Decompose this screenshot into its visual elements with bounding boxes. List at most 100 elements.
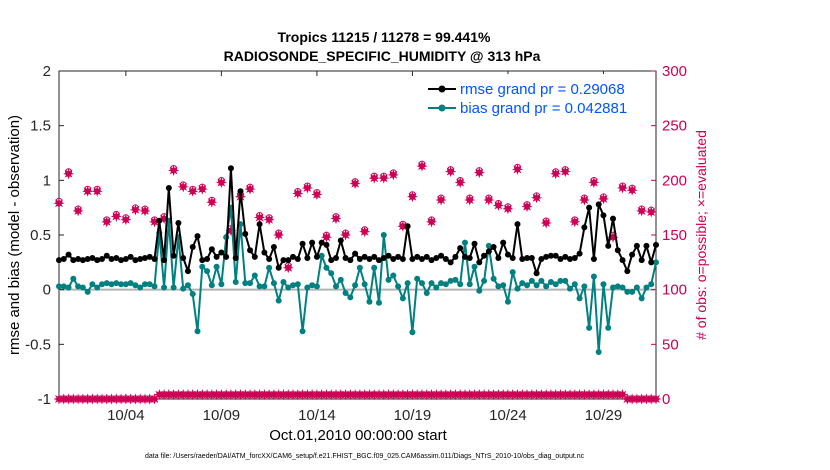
y2-tick-label: 100 — [662, 282, 687, 299]
bias-data-point — [390, 272, 397, 279]
bias-data-point — [633, 284, 640, 291]
rmse-data-point — [605, 242, 612, 249]
rmse-data-point — [318, 239, 325, 246]
rmse-data-point — [600, 212, 607, 219]
rmse-data-point — [232, 254, 239, 261]
obs-count-star — [483, 194, 495, 206]
rmse-data-point — [633, 242, 640, 249]
obs-count-star — [187, 185, 199, 197]
bias-data-point — [60, 283, 67, 290]
rmse-data-point — [132, 257, 139, 264]
bias-data-point — [414, 275, 421, 282]
rmse-data-point — [94, 257, 101, 264]
rmse-data-point — [557, 256, 564, 263]
rmse-data-point — [256, 221, 263, 228]
bias-data-point — [648, 281, 655, 288]
rmse-data-point — [290, 253, 297, 260]
bias-data-point — [256, 283, 263, 290]
rmse-data-point — [629, 251, 636, 258]
rmse-data-point — [567, 256, 574, 263]
bias-data-point — [485, 242, 492, 249]
rmse-data-point — [433, 254, 440, 261]
bias-data-point — [194, 328, 201, 335]
rmse-data-point — [342, 254, 349, 261]
rmse-data-point — [122, 256, 129, 263]
bias-data-point — [84, 288, 91, 295]
rmse-data-point — [261, 249, 268, 256]
bias-data-point — [610, 284, 617, 291]
bias-data-point — [418, 280, 425, 287]
bias-data-point — [490, 275, 497, 282]
bias-data-point — [629, 288, 636, 295]
rmse-data-point — [84, 256, 91, 263]
obs-count-star — [320, 231, 333, 243]
rmse-data-point — [280, 257, 287, 264]
rmse-data-point — [223, 253, 230, 260]
bias-data-point — [543, 283, 550, 290]
chart-title: Tropics 11215 / 11278 = 99.441% — [278, 29, 491, 45]
rmse-data-point — [285, 257, 292, 264]
y-tick-label: 2 — [43, 63, 51, 80]
rmse-data-point — [103, 252, 110, 259]
obs-count-star — [578, 194, 590, 206]
bias-data-point — [461, 239, 468, 246]
bias-data-point — [500, 282, 507, 289]
rmse-data-point — [247, 247, 254, 254]
rmse-data-point — [457, 245, 464, 252]
bias-data-point — [404, 280, 411, 287]
rmse-data-point — [108, 256, 115, 263]
obs-count-star — [617, 182, 629, 194]
rmse-data-point — [199, 257, 206, 264]
bias-data-point — [504, 298, 511, 305]
obs-evaluated-marker — [650, 393, 662, 405]
rmse-data-point — [242, 230, 249, 237]
rmse-series-layer — [56, 165, 659, 277]
bias-data-point — [318, 252, 325, 259]
bias-data-point — [624, 288, 631, 295]
rmse-data-point — [137, 256, 144, 263]
bias-data-point — [438, 280, 445, 287]
bias-data-point — [371, 264, 378, 271]
bias-data-point — [251, 272, 258, 279]
bias-data-point — [519, 280, 526, 287]
rmse-data-point — [648, 259, 655, 266]
bias-data-point — [218, 281, 225, 288]
rmse-data-point — [371, 253, 378, 260]
rmse-data-point — [395, 253, 402, 260]
rmse-data-point — [595, 201, 602, 208]
bias-data-point — [605, 324, 612, 331]
rmse-data-point — [75, 256, 82, 263]
bias-data-point — [581, 283, 588, 290]
rmse-data-point — [409, 256, 416, 263]
y-tick-label: 1 — [43, 172, 51, 189]
obs-count-star — [645, 206, 657, 218]
obs-count-star — [492, 199, 504, 212]
rmse-data-point — [98, 256, 105, 263]
rmse-data-point — [328, 257, 335, 264]
obs-count-star — [263, 214, 275, 226]
rmse-data-point — [204, 256, 211, 263]
obs-count-star — [378, 172, 390, 184]
bias-data-point — [342, 289, 349, 296]
obs-count-star — [129, 204, 141, 216]
bias-data-point — [89, 281, 96, 288]
rmse-data-point — [127, 253, 134, 260]
bias-data-point — [280, 279, 287, 286]
rmse-data-point — [151, 256, 158, 263]
bias-data-point — [132, 282, 139, 289]
obs-count-star — [196, 183, 208, 195]
bias-data-point — [337, 276, 344, 283]
obs-count-star — [473, 167, 485, 179]
rmse-data-point — [509, 254, 516, 261]
bias-data-point — [557, 277, 564, 284]
obs-count-star — [435, 194, 447, 206]
obs-count-star — [550, 168, 562, 180]
bias-data-point — [452, 276, 459, 283]
obs-count-star — [53, 197, 65, 209]
bias-data-point — [428, 280, 435, 287]
bias-data-point — [524, 282, 531, 289]
obs-count-star — [167, 164, 180, 177]
bias-data-point — [528, 277, 535, 284]
bias-data-point — [309, 282, 316, 289]
